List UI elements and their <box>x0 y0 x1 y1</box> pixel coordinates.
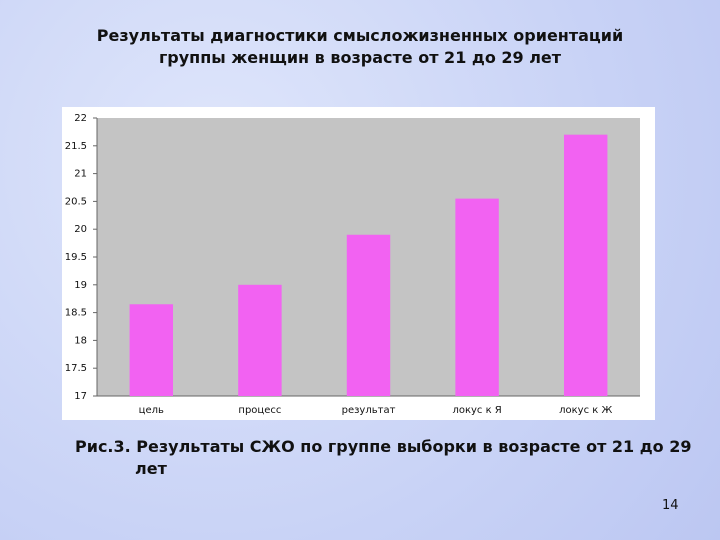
y-tick-label: 19 <box>74 280 87 291</box>
y-tick-label: 20.5 <box>65 196 87 207</box>
caption: Рис.3. Результаты СЖО по группе выборки … <box>75 437 692 478</box>
x-tick-label: локус к Я <box>452 405 501 416</box>
page-number: 14 <box>662 498 679 513</box>
bar <box>455 198 499 396</box>
y-tick-label: 19.5 <box>65 252 87 263</box>
y-tick-label: 18.5 <box>65 308 87 319</box>
y-tick-label: 21.5 <box>65 141 87 152</box>
x-tick-label: локус к Ж <box>559 405 612 416</box>
bar <box>563 134 608 396</box>
title-line: группы женщин в возрасте от 21 до 29 лет <box>158 48 562 67</box>
y-tick-label: 18 <box>74 335 87 346</box>
bar <box>346 234 391 396</box>
y-tick-label: 17.5 <box>65 363 87 374</box>
x-tick-label: цель <box>139 405 164 416</box>
bar <box>238 284 282 396</box>
y-tick-label: 17 <box>74 391 87 402</box>
y-tick-label: 20 <box>74 224 87 235</box>
x-tick-label: процесс <box>238 405 281 416</box>
x-tick-label: результат <box>342 405 396 416</box>
bar <box>129 304 174 396</box>
title-line: Результаты диагностики смысложизненных о… <box>96 26 624 45</box>
y-tick-label: 21 <box>74 169 87 180</box>
y-tick-label: 22 <box>74 113 87 124</box>
